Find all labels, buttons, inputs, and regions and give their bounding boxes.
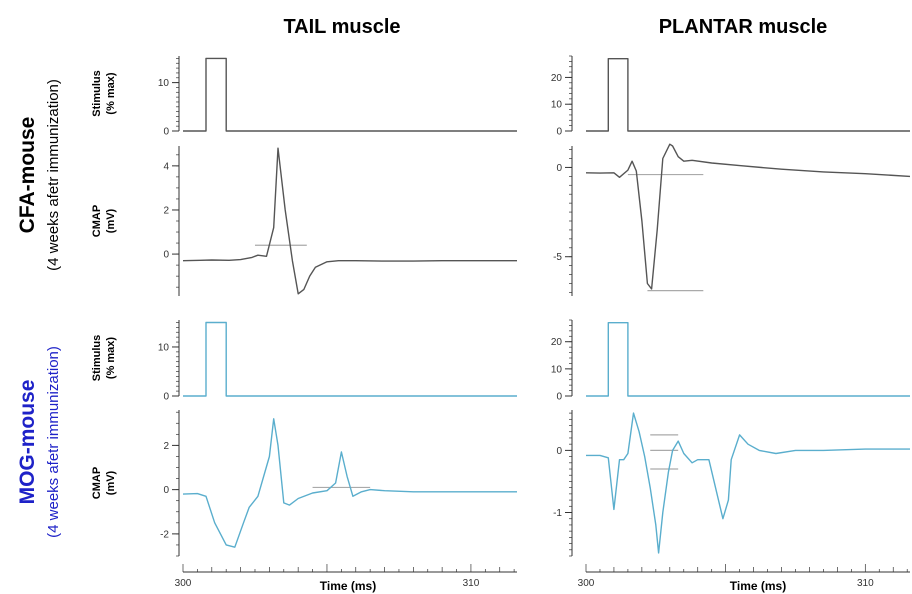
x-tick-label: 310	[463, 578, 480, 589]
row-title-mog: MOG-mouse	[16, 380, 39, 505]
stimulus-axis-label: Stimulus	[91, 335, 103, 381]
stimulus-trace	[586, 322, 910, 397]
x-tick-label: 300	[578, 578, 595, 589]
panel-mog-plantar-cmap: -1 0	[553, 410, 910, 557]
x-axis-label-plantar: Time (ms)	[730, 579, 786, 593]
y-tick-label: 10	[551, 364, 563, 375]
cmap-axis-label: CMAP	[91, 467, 103, 499]
x-axis-tail: 300 310	[175, 564, 517, 589]
cmap-axis-label: (mV)	[105, 208, 117, 233]
row-title-cfa: CFA-mouse	[16, 117, 39, 234]
y-tick-label: 10	[551, 100, 563, 111]
y-tick-label: 10	[158, 78, 170, 89]
panel-mog-tail-stimulus: 0 10 Stimulus (% max)	[91, 320, 517, 403]
y-tick-label: 0	[163, 127, 169, 138]
x-tick-label: 310	[857, 578, 874, 589]
y-tick-label: 2	[163, 205, 169, 216]
cmap-trace	[585, 143, 911, 290]
y-tick-label: 0	[556, 163, 562, 174]
x-axis-plantar: 300 310	[578, 564, 910, 589]
stimulus-axis-label: (% max)	[105, 72, 117, 115]
stimulus-axis-label: Stimulus	[91, 70, 103, 116]
panel-mog-tail-cmap: -2 0 2 CMAP (mV)	[91, 410, 517, 557]
panel-cfa-plantar-cmap: -5 0	[553, 143, 911, 296]
panel-plantar-stimulus: 0 10 20	[551, 55, 910, 138]
x-axis-label-tail: Time (ms)	[320, 579, 376, 593]
column-title-plantar: PLANTAR muscle	[659, 16, 828, 38]
panel-cfa-tail-stimulus: 0 10 Stimulus (% max)	[91, 56, 517, 138]
cmap-axis-label: (mV)	[105, 470, 117, 495]
y-tick-label: 0	[556, 127, 562, 138]
y-tick-label: 20	[551, 337, 563, 348]
y-tick-label: 0	[163, 485, 169, 496]
y-tick-label: -2	[160, 529, 169, 540]
y-tick-label: 4	[163, 161, 169, 172]
y-tick-label: 0	[163, 250, 169, 261]
y-tick-label: 0	[163, 392, 169, 403]
cmap-trace	[182, 147, 517, 295]
y-tick-label: -5	[553, 252, 562, 263]
stimulus-axis-label: (% max)	[105, 337, 117, 380]
y-tick-label: 0	[556, 446, 562, 457]
panel-cfa-tail-cmap: 0 2 4 CMAP (mV)	[91, 146, 517, 296]
panel-mog-plantar-stimulus: 0 10 20	[551, 319, 910, 403]
cmap-axis-label: CMAP	[91, 205, 103, 237]
stimulus-trace	[183, 57, 517, 132]
cmap-trace	[182, 418, 517, 548]
y-tick-label: 0	[556, 392, 562, 403]
y-tick-label: -1	[553, 508, 562, 519]
row-subtitle-cfa: (4 weeks afetr immunization)	[45, 79, 62, 271]
stimulus-trace	[586, 58, 910, 132]
y-tick-label: 10	[158, 342, 170, 353]
row-subtitle-mog: (4 weeks afetr immunization)	[45, 346, 62, 538]
cmap-trace	[586, 412, 910, 554]
y-tick-label: 2	[163, 441, 169, 452]
stimulus-trace	[183, 321, 517, 397]
x-tick-label: 300	[175, 578, 192, 589]
column-title-tail: TAIL muscle	[283, 16, 400, 38]
y-tick-label: 20	[551, 73, 563, 84]
